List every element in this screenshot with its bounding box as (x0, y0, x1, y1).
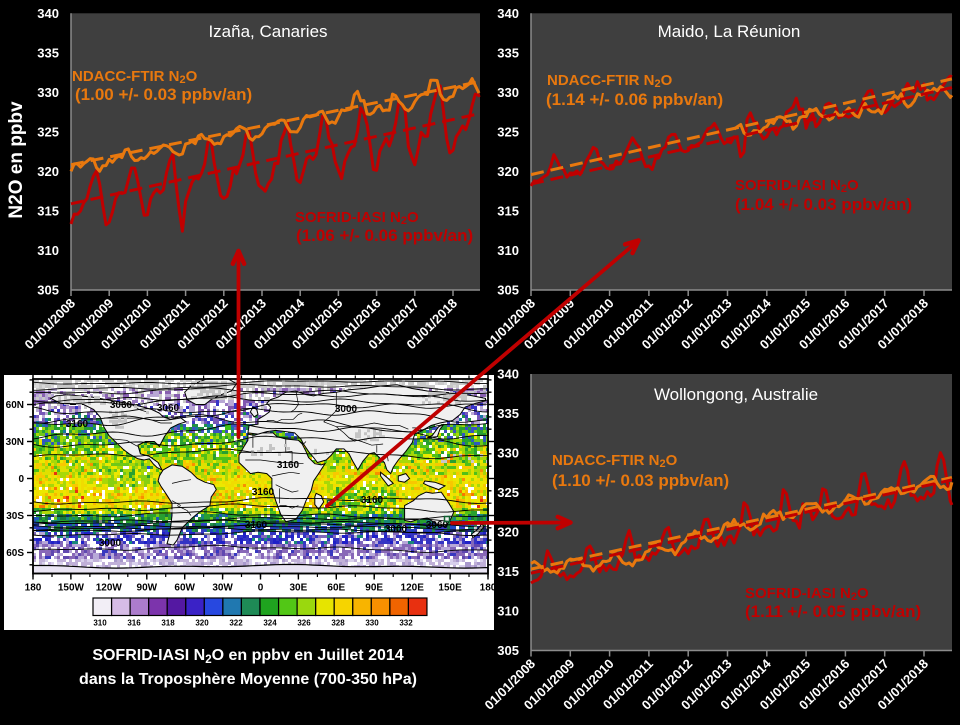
svg-text:3160: 3160 (66, 419, 89, 430)
svg-text:320: 320 (195, 619, 209, 628)
svg-text:180: 180 (25, 583, 42, 594)
svg-text:120W: 120W (96, 583, 123, 594)
svg-text:0: 0 (258, 583, 264, 594)
svg-text:180: 180 (480, 583, 497, 594)
svg-text:305: 305 (497, 643, 519, 658)
svg-text:SOFRID-IASI N2O: SOFRID-IASI N2O (745, 585, 869, 603)
svg-text:(1.00 +/- 0.03 ppbv/an): (1.00 +/- 0.03 ppbv/an) (75, 85, 252, 104)
svg-text:335: 335 (497, 45, 519, 60)
svg-text:3000: 3000 (385, 524, 408, 535)
svg-text:(1.11 +/- 0.05 ppbv/an): (1.11 +/- 0.05 ppbv/an) (745, 602, 921, 621)
svg-text:335: 335 (37, 45, 59, 60)
svg-text:30W: 30W (212, 583, 233, 594)
svg-text:3160: 3160 (277, 460, 300, 471)
svg-text:3060: 3060 (110, 400, 133, 411)
svg-text:310: 310 (497, 243, 519, 258)
svg-text:Izaña, Canaries: Izaña, Canaries (208, 22, 327, 41)
svg-text:315: 315 (497, 564, 519, 579)
svg-text:90E: 90E (365, 583, 383, 594)
svg-text:3160: 3160 (245, 520, 268, 531)
svg-text:3060: 3060 (157, 403, 180, 414)
svg-text:335: 335 (497, 406, 519, 421)
svg-text:328: 328 (331, 619, 345, 628)
svg-text:3160: 3160 (361, 495, 384, 506)
svg-text:120E: 120E (401, 583, 425, 594)
svg-text:NDACC-FTIR N2O: NDACC-FTIR N2O (547, 72, 673, 90)
svg-text:NDACC-FTIR N2O: NDACC-FTIR N2O (552, 452, 678, 470)
svg-text:SOFRID-IASI N2O: SOFRID-IASI N2O (295, 209, 419, 227)
svg-text:320: 320 (37, 164, 59, 179)
svg-text:320: 320 (497, 164, 519, 179)
svg-text:(1.06 +/- 0.06 ppbv/an): (1.06 +/- 0.06 ppbv/an) (296, 226, 473, 245)
svg-text:320: 320 (497, 525, 519, 540)
svg-text:150E: 150E (438, 583, 462, 594)
svg-text:SOFRID-IASI N2O en ppbv en Ju: SOFRID-IASI N2O en ppbv en Juillet 2014 (92, 647, 403, 666)
svg-text:330: 330 (497, 85, 519, 100)
svg-text:325: 325 (497, 485, 519, 500)
svg-text:322: 322 (229, 619, 243, 628)
svg-text:3000: 3000 (335, 404, 358, 415)
svg-text:Maido, La Réunion: Maido, La Réunion (658, 22, 801, 41)
svg-text:30N: 30N (6, 437, 24, 448)
svg-text:150W: 150W (58, 583, 85, 594)
svg-text:310: 310 (93, 619, 107, 628)
svg-text:60E: 60E (327, 583, 345, 594)
svg-text:(1.14 +/- 0.06 ppbv/an): (1.14 +/- 0.06 ppbv/an) (546, 90, 723, 109)
svg-text:dans la Troposphère Moyenne (7: dans la Troposphère Moyenne (700-350 hPa… (79, 671, 417, 688)
svg-text:310: 310 (37, 243, 59, 258)
svg-text:3160: 3160 (252, 487, 275, 498)
svg-text:340: 340 (37, 6, 59, 21)
svg-text:NDACC-FTIR N2O: NDACC-FTIR N2O (72, 68, 198, 86)
svg-text:305: 305 (37, 283, 59, 298)
svg-text:0: 0 (18, 474, 24, 485)
svg-text:60S: 60S (6, 548, 24, 559)
svg-text:316: 316 (127, 619, 141, 628)
svg-text:315: 315 (497, 203, 519, 218)
svg-text:SOFRID-IASI N2O: SOFRID-IASI N2O (735, 177, 859, 195)
svg-text:330: 330 (365, 619, 379, 628)
svg-text:(1.04 +/- 0.03 ppbv/an): (1.04 +/- 0.03 ppbv/an) (735, 195, 912, 214)
svg-text:30E: 30E (290, 583, 308, 594)
svg-text:325: 325 (497, 124, 519, 139)
svg-text:318: 318 (161, 619, 175, 628)
svg-text:330: 330 (37, 85, 59, 100)
svg-text:330: 330 (497, 446, 519, 461)
svg-text:310: 310 (497, 604, 519, 619)
svg-text:325: 325 (37, 124, 59, 139)
svg-text:60N: 60N (6, 400, 24, 411)
svg-text:3060: 3060 (426, 520, 449, 531)
svg-text:30S: 30S (6, 511, 24, 522)
svg-text:305: 305 (497, 283, 519, 298)
svg-text:N2O en ppbv: N2O en ppbv (6, 101, 27, 219)
svg-text:Wollongong, Australie: Wollongong, Australie (654, 385, 818, 404)
svg-text:315: 315 (37, 203, 59, 218)
svg-text:332: 332 (399, 619, 413, 628)
svg-text:(1.10 +/- 0.03 ppbv/an): (1.10 +/- 0.03 ppbv/an) (552, 471, 729, 490)
svg-text:90W: 90W (137, 583, 158, 594)
svg-text:324: 324 (263, 619, 277, 628)
svg-text:326: 326 (297, 619, 311, 628)
svg-text:60W: 60W (174, 583, 195, 594)
svg-text:340: 340 (497, 367, 519, 382)
svg-text:3000: 3000 (99, 538, 122, 549)
svg-text:340: 340 (497, 6, 519, 21)
